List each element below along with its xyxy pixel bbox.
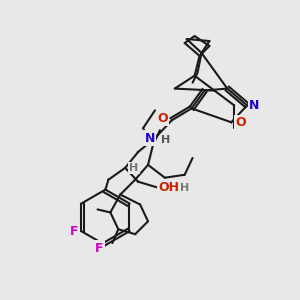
Text: N: N: [145, 132, 155, 145]
Text: O: O: [235, 116, 246, 129]
Text: OH: OH: [158, 181, 179, 194]
Text: H: H: [180, 183, 189, 193]
Text: O: O: [157, 112, 168, 125]
Text: F: F: [95, 242, 103, 255]
Text: F: F: [70, 225, 78, 238]
Text: N: N: [249, 99, 260, 112]
Text: H: H: [129, 163, 138, 173]
Text: H: H: [161, 135, 170, 145]
